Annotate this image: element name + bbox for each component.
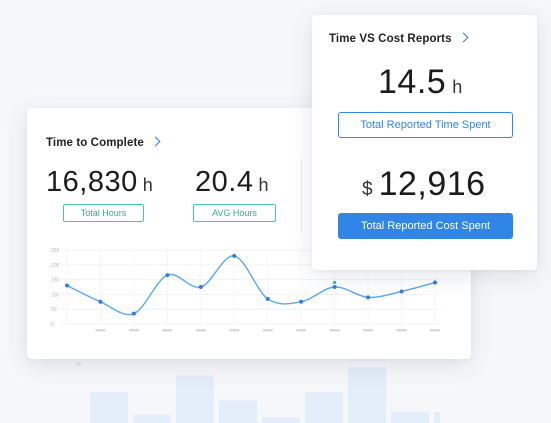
cost-card-header[interactable]: Time VS Cost Reports <box>329 32 469 45</box>
bg-y-tick: 80 <box>76 362 82 368</box>
x-tick-label <box>329 329 340 332</box>
time-spent-unit: h <box>452 77 463 97</box>
total-hours-metric: 16,830 h <box>46 166 153 199</box>
bg-bar <box>348 367 386 423</box>
data-point[interactable] <box>299 299 304 304</box>
y-tick-label: 50 <box>51 307 57 313</box>
avg-hours-badge: AVG Hours <box>193 204 276 222</box>
data-point[interactable] <box>232 253 237 258</box>
time-line-chart: 250 200 150 100 50 0 <box>51 248 441 332</box>
chevron-right-icon[interactable] <box>458 32 469 43</box>
data-point[interactable] <box>98 299 103 304</box>
total-reported-time-button[interactable]: Total Reported Time Spent <box>338 112 513 138</box>
bg-bar <box>219 400 257 423</box>
total-hours-value: 16,830 <box>46 166 138 198</box>
x-tick-label <box>95 329 106 332</box>
bg-bar <box>90 392 128 423</box>
x-tick-label <box>430 329 440 332</box>
time-card-title: Time to Complete <box>46 137 144 149</box>
currency-symbol: $ <box>362 179 373 200</box>
cost-card-title: Time VS Cost Reports <box>329 33 452 45</box>
chevron-right-icon[interactable] <box>150 136 161 147</box>
time-spent-value: 14.5 <box>378 63 447 101</box>
bg-bar <box>391 411 429 423</box>
data-point[interactable] <box>165 273 170 278</box>
avg-hours-metric: 20.4 h <box>195 166 268 199</box>
x-tick-label <box>363 329 374 332</box>
time-vs-cost-card: Time VS Cost Reports 14.5 h Total Reporte… <box>312 15 537 270</box>
data-point[interactable] <box>433 280 437 285</box>
y-tick-label: 100 <box>51 292 60 298</box>
x-tick-label <box>262 329 273 332</box>
bg-bar <box>176 375 214 423</box>
data-point[interactable] <box>131 311 136 316</box>
data-point[interactable] <box>265 296 270 301</box>
data-point[interactable] <box>366 295 371 300</box>
series-line <box>66 255 436 316</box>
bg-bar <box>133 414 171 423</box>
bg-bar <box>434 411 440 423</box>
x-tick-label <box>195 329 206 332</box>
x-tick-label <box>128 329 139 332</box>
data-point[interactable] <box>65 283 69 288</box>
total-hours-unit: h <box>142 175 153 195</box>
y-tick-label: 150 <box>51 278 60 284</box>
data-point[interactable] <box>332 285 337 289</box>
total-reported-cost-button[interactable]: Total Reported Cost Spent <box>338 213 513 239</box>
x-tick-label <box>296 329 307 332</box>
avg-hours-unit: h <box>258 175 269 195</box>
background-bar-chart: 80 <box>76 362 440 423</box>
cost-spent-value: 12,916 <box>378 165 486 203</box>
x-tick-label <box>162 329 173 332</box>
time-spent-metric: 14.5 h <box>378 63 462 102</box>
metric-divider <box>301 158 302 234</box>
x-tick-label <box>396 329 407 332</box>
y-tick-label: 250 <box>51 248 60 254</box>
data-point[interactable] <box>399 289 404 294</box>
time-card-header[interactable]: Time to Complete <box>46 136 161 149</box>
highlight-marker <box>333 281 337 284</box>
bg-bar <box>262 417 300 423</box>
cost-spent-metric: $12,916 <box>362 165 486 204</box>
x-tick-label <box>229 329 240 332</box>
bg-bar <box>305 392 343 423</box>
y-tick-label: 200 <box>51 263 60 269</box>
y-tick-label: 0 <box>51 322 54 328</box>
data-point[interactable] <box>198 285 203 289</box>
total-hours-badge: Total Hours <box>63 204 144 222</box>
avg-hours-value: 20.4 <box>195 166 254 198</box>
